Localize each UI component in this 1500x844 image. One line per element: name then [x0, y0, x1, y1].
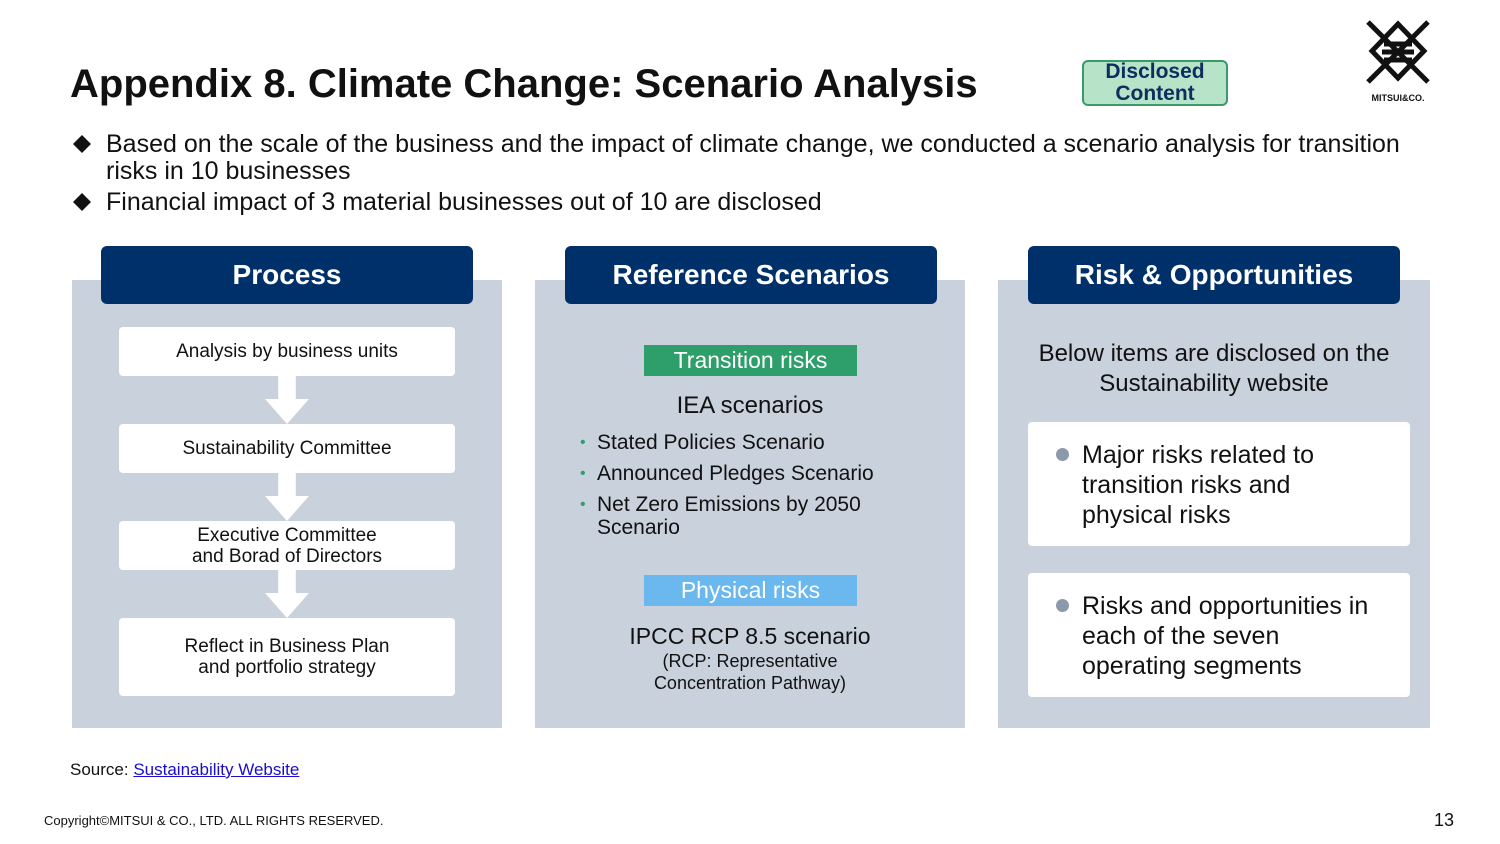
source-link[interactable]: Sustainability Website	[133, 760, 300, 779]
process-step: Sustainability Committee	[119, 424, 455, 473]
badge: Disclosed Content	[1082, 60, 1228, 106]
transition-tag: Transition risks	[644, 345, 857, 376]
copyright: Copyright©MITSUI & CO., LTD. ALL RIGHTS …	[44, 813, 384, 828]
panel-title: Risk & Opportunities	[1028, 246, 1400, 304]
source-label: Source:	[70, 760, 129, 779]
scenario-list: • Stated Policies Scenario • Announced Ple…	[580, 431, 930, 539]
item-text: Announced Pledges Scenario	[597, 462, 874, 485]
list-item: • Net Zero Emissions by 2050 Scenario	[580, 493, 910, 539]
bullet: Based on the scale of the business and t…	[106, 130, 1400, 185]
process-step: Reflect in Business Plan and portfolio s…	[119, 618, 455, 696]
bullet-dot	[1056, 448, 1069, 461]
logo-text: MITSUI&CO.	[1371, 93, 1425, 103]
scenario-heading: IPCC RCP 8.5 scenario	[629, 623, 871, 649]
risks-intro: Below items are disclosed on the Sustain…	[1038, 340, 1390, 397]
process-step: Analysis by business units	[119, 327, 455, 376]
logo	[1366, 20, 1430, 84]
bullet: Financial impact of 3 material businesse…	[106, 188, 822, 216]
scenario-note: (RCP: Representative Concentration Pathw…	[653, 651, 847, 693]
item-text: Net Zero Emissions by 2050 Scenario	[597, 493, 861, 539]
risk-box	[1028, 422, 1410, 546]
physical-tag: Physical risks	[644, 575, 857, 606]
scenario-heading: IEA scenarios	[676, 392, 824, 419]
source: Source: Sustainability Website	[70, 760, 299, 780]
risk-item: Major risks related to transition risks …	[1082, 441, 1315, 529]
item-text: Stated Policies Scenario	[597, 431, 825, 454]
list-item: • Announced Pledges Scenario	[580, 462, 874, 485]
list-item: • Stated Policies Scenario	[580, 431, 825, 454]
panel-title: Process	[101, 246, 473, 304]
bullet-icons	[73, 135, 91, 211]
panel-title: Reference Scenarios	[565, 246, 937, 304]
bullet-dot	[1056, 599, 1069, 612]
page-number: 13	[1433, 810, 1454, 830]
title: Appendix 8. Climate Change: Scenario Ana…	[70, 62, 978, 106]
risk-box	[1028, 573, 1410, 697]
risk-item: Risks and opportunities in each of the s…	[1082, 592, 1369, 680]
process-step: Executive Committee and Borad of Directo…	[119, 521, 455, 570]
